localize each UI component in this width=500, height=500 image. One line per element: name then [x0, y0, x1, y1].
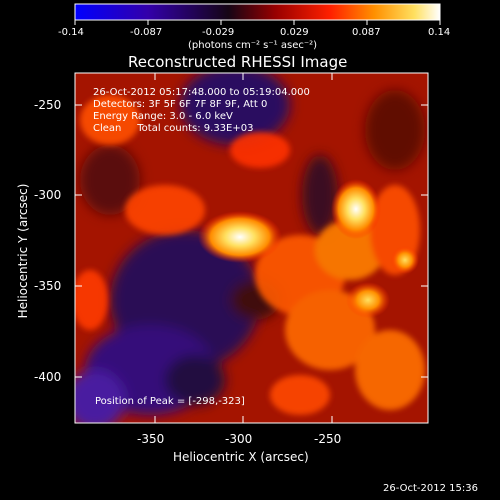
colorbar-tick-0: -0.14: [58, 27, 84, 38]
colorbar-tick-2: -0.029: [202, 27, 235, 38]
x-axis-label: Heliocentric X (arcsec): [173, 450, 309, 464]
x-tick-label-1: -300: [225, 432, 253, 446]
plot-title: Reconstructed RHESSI Image: [128, 53, 348, 71]
annotation-detectors: Detectors: 3F 5F 6F 7F 8F 9F, Att 0: [93, 99, 268, 110]
y-tick-label-2: -350: [34, 279, 62, 293]
y-axis-label: Heliocentric Y (arcsec): [16, 183, 30, 319]
x-tick-label-2: -250: [314, 432, 342, 446]
colorbar: [74, 3, 441, 25]
render-timestamp: 26-Oct-2012 15:36: [383, 483, 478, 494]
colorbar-tick-5: 0.14: [428, 27, 451, 38]
y-tick-label-1: -300: [34, 188, 62, 202]
x-tick-label-0: -350: [137, 432, 165, 446]
annotation-energy-range: Energy Range: 3.0 - 6.0 keV: [93, 111, 233, 122]
y-tick-label-3: -400: [34, 370, 62, 384]
annotation-peak-position: Position of Peak = [-298,-323]: [95, 396, 245, 407]
colorbar-tick-3: 0.029: [280, 27, 309, 38]
annotation-clean-counts: Clean Total counts: 9.33E+03: [93, 123, 254, 134]
y-tick-label-0: -250: [34, 98, 62, 112]
annotation-time-range: 26-Oct-2012 05:17:48.000 to 05:19:04.000: [93, 87, 310, 98]
colorbar-tick-4: 0.087: [352, 27, 381, 38]
colorbar-gradient: [74, 3, 441, 21]
colorbar-unit-label: (photons cm⁻² s⁻¹ asec⁻²): [188, 40, 318, 51]
colorbar-tick-1: -0.087: [130, 27, 163, 38]
